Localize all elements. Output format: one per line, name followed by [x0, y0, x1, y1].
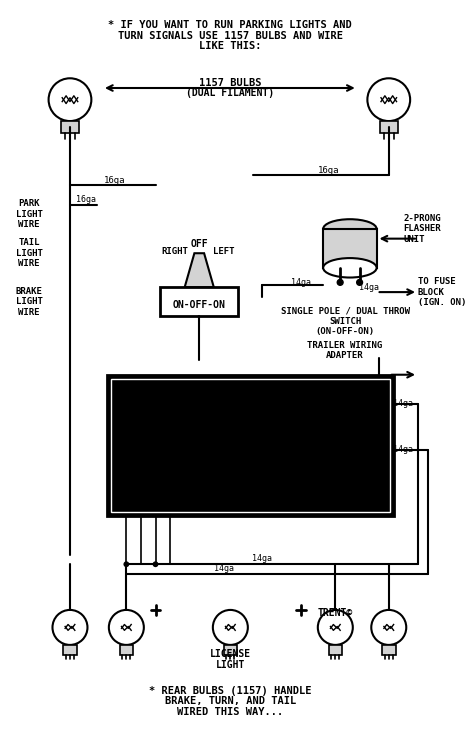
Text: 16ga: 16ga	[318, 166, 339, 175]
Text: 14ga: 14ga	[292, 278, 311, 287]
Text: BRAKE: BRAKE	[160, 420, 190, 430]
Text: 14ga: 14ga	[359, 283, 379, 292]
Text: RIGHT: RIGHT	[162, 247, 188, 255]
Text: TAIL
LIGHT
WIRE: TAIL LIGHT WIRE	[16, 238, 43, 268]
Bar	[63, 645, 77, 655]
Polygon shape	[185, 253, 214, 287]
Text: 14ga: 14ga	[393, 445, 413, 454]
Text: SINGLE POLE / DUAL THROW
SWITCH
(ON-OFF-ON): SINGLE POLE / DUAL THROW SWITCH (ON-OFF-…	[281, 307, 410, 336]
Bar	[119, 645, 133, 655]
Text: 2-PRONG
FLASHER
UNIT: 2-PRONG FLASHER UNIT	[403, 214, 441, 244]
Text: 16ga: 16ga	[104, 176, 126, 185]
Text: BRAKE, TURN, AND TAIL: BRAKE, TURN, AND TAIL	[165, 696, 296, 707]
Text: TRENT©: TRENT©	[318, 608, 353, 618]
Text: WIRED THIS WAY...: WIRED THIS WAY...	[177, 707, 283, 717]
Text: (DUAL FILAMENT): (DUAL FILAMENT)	[186, 88, 274, 98]
Ellipse shape	[323, 219, 377, 239]
Text: LEFT: LEFT	[213, 247, 234, 255]
Bar	[380, 121, 398, 133]
Ellipse shape	[323, 258, 377, 277]
Text: TAIL
LIGHT: TAIL LIGHT	[296, 477, 326, 499]
Text: LEFT
TURN/
BRAKE: LEFT TURN/ BRAKE	[296, 433, 326, 466]
Bar	[61, 121, 79, 133]
Text: 16ga: 16ga	[75, 195, 96, 204]
Text: 1157 BULBS: 1157 BULBS	[199, 78, 262, 88]
Circle shape	[153, 561, 158, 567]
Bar	[111, 379, 390, 512]
Text: LICENSE
LIGHT: LICENSE LIGHT	[210, 649, 251, 670]
Text: 14ga: 14ga	[393, 399, 413, 408]
Text: * REAR BULBS (1157) HANDLE: * REAR BULBS (1157) HANDLE	[149, 685, 311, 696]
Text: 14ga: 14ga	[253, 554, 273, 563]
Circle shape	[123, 561, 129, 567]
Text: ON-OFF-ON: ON-OFF-ON	[173, 300, 226, 310]
Text: TO FUSE
BLOCK
(IGN. ON): TO FUSE BLOCK (IGN. ON)	[418, 277, 466, 307]
Text: TRAILER WIRING
ADAPTER: TRAILER WIRING ADAPTER	[308, 341, 383, 360]
Text: BRAKE
LIGHT
WIRE: BRAKE LIGHT WIRE	[16, 287, 43, 317]
Text: RIGHT
TURN: RIGHT TURN	[160, 388, 190, 410]
Bar	[107, 374, 393, 515]
Text: TAIL
LIGHT: TAIL LIGHT	[160, 464, 190, 485]
Bar	[328, 645, 342, 655]
Text: 14ga: 14ga	[214, 564, 234, 572]
Bar	[323, 229, 377, 268]
Bar	[382, 645, 396, 655]
Text: LEFT
TURN: LEFT TURN	[163, 437, 187, 458]
Ellipse shape	[357, 280, 363, 285]
Text: PARK
LIGHT
WIRE: PARK LIGHT WIRE	[16, 199, 43, 229]
Text: OFF: OFF	[191, 239, 208, 248]
Text: TURN SIGNALS USE 1157 BULBS AND WIRE: TURN SIGNALS USE 1157 BULBS AND WIRE	[118, 31, 343, 41]
Text: * IF YOU WANT TO RUN PARKING LIGHTS AND: * IF YOU WANT TO RUN PARKING LIGHTS AND	[109, 20, 352, 30]
Bar	[224, 645, 237, 655]
Text: LIKE THIS:: LIKE THIS:	[199, 41, 262, 51]
Bar	[160, 287, 238, 316]
Ellipse shape	[337, 280, 343, 285]
Text: RIGHT
TURN/
BRAKE: RIGHT TURN/ BRAKE	[296, 388, 326, 420]
